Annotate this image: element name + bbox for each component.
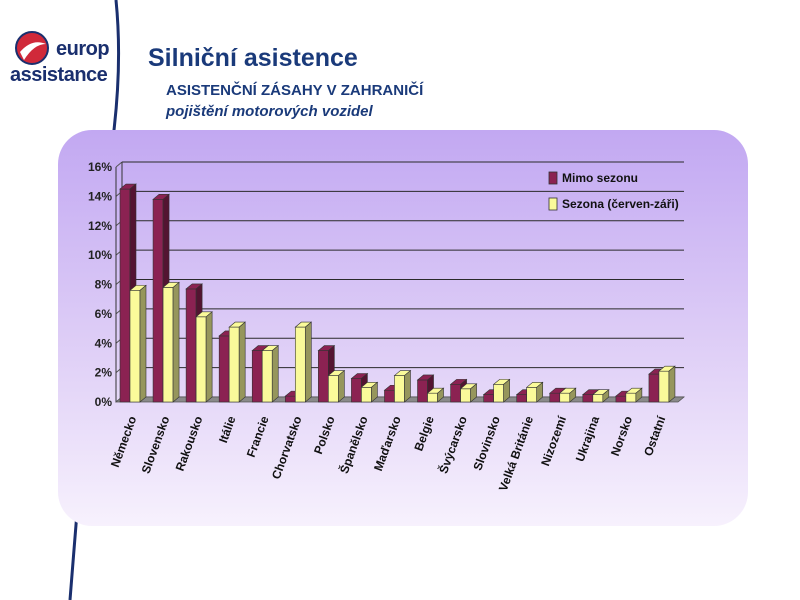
bar xyxy=(384,389,395,403)
bar-side xyxy=(172,281,180,403)
bar xyxy=(417,379,428,403)
bar xyxy=(648,373,660,403)
bar-side xyxy=(668,365,676,403)
bar-side xyxy=(271,344,279,403)
x-tick-label: Španělsko xyxy=(336,414,371,476)
bar-side xyxy=(602,389,610,403)
legend-label: Mimo sezonu xyxy=(562,171,638,185)
bar xyxy=(251,350,263,403)
bar-side xyxy=(404,369,411,403)
bar xyxy=(427,392,438,403)
bar-side xyxy=(338,369,345,403)
bar xyxy=(549,392,561,403)
bar-side xyxy=(503,378,510,403)
bar-side xyxy=(304,321,312,403)
y-tick-label: 2% xyxy=(95,366,113,380)
bar-side xyxy=(470,383,477,403)
x-tick-label: Slovensko xyxy=(139,414,173,475)
y-tick-label: 12% xyxy=(88,219,112,233)
bar-side xyxy=(238,321,246,403)
y-tick-label: 4% xyxy=(95,336,113,350)
bar xyxy=(361,387,372,403)
bar-side xyxy=(437,387,444,403)
bar xyxy=(284,395,296,403)
bar-chart: 0% 2% 4% 6% 8% 10% 12% 14% 16% Německo Slovensko Ra… xyxy=(88,160,686,493)
bar-side xyxy=(139,284,147,403)
legend-swatch xyxy=(548,197,558,211)
page-subtitle: ASISTENČNÍ ZÁSAHY V ZAHRANIČÍ xyxy=(166,82,424,99)
bar-side xyxy=(205,311,213,403)
legend-label: Sezona (červen-záři) xyxy=(562,197,679,211)
bar xyxy=(483,394,494,403)
bar xyxy=(516,394,528,403)
x-tick-label: Velká Británie xyxy=(496,414,536,493)
x-tick-label: Chorvatsko xyxy=(269,414,305,481)
bar xyxy=(119,188,131,403)
bar xyxy=(615,395,627,403)
y-tick-label: 6% xyxy=(95,307,113,321)
bar xyxy=(129,290,141,403)
logo-text-assistance: assistance xyxy=(10,64,108,86)
bar xyxy=(195,316,207,403)
bar xyxy=(294,326,306,403)
y-tick-label: 16% xyxy=(88,160,112,174)
y-tick-label: 0% xyxy=(95,395,113,409)
y-tick-label: 8% xyxy=(95,278,113,292)
x-tick-label: Rakousko xyxy=(173,414,206,473)
bar xyxy=(218,335,230,403)
bar-side xyxy=(536,381,544,403)
bar-side xyxy=(569,387,577,403)
bar xyxy=(162,287,174,403)
bar xyxy=(185,288,197,403)
bar xyxy=(658,370,670,403)
logo-mark-icon xyxy=(15,31,49,65)
x-tick-label: Ukrajina xyxy=(573,414,602,464)
y-tick-label: 14% xyxy=(88,189,112,203)
x-tick-label: Maďarsko xyxy=(371,414,404,473)
bar-side xyxy=(635,387,643,403)
bar xyxy=(228,326,240,403)
bar xyxy=(582,394,594,403)
x-tick-label: Švýcarsko xyxy=(435,414,470,476)
x-tick-label: Itálie xyxy=(216,414,239,445)
legend-swatch xyxy=(548,171,558,185)
bar xyxy=(152,199,164,403)
gridline-depth xyxy=(115,161,123,168)
bar xyxy=(450,384,461,403)
bar xyxy=(351,378,362,403)
x-tick-label: Ostatní xyxy=(641,414,669,458)
page-subtitle-secondary: pojištění motorových vozidel xyxy=(166,103,373,120)
x-tick-label: Francie xyxy=(244,414,272,459)
bar xyxy=(394,375,405,403)
page-title: Silniční asistence xyxy=(148,44,358,72)
x-tick-label: Norsko xyxy=(608,414,635,458)
bar xyxy=(559,392,571,403)
bar xyxy=(493,384,504,403)
bar xyxy=(592,394,604,403)
bar xyxy=(318,350,329,403)
x-tick-label: Slovinsko xyxy=(470,414,503,472)
bar-side xyxy=(371,381,378,403)
bar xyxy=(328,375,339,403)
bar xyxy=(625,392,637,403)
bar xyxy=(526,387,538,403)
bar xyxy=(261,350,273,403)
x-tick-label: Polsko xyxy=(311,414,338,456)
y-tick-label: 10% xyxy=(88,248,112,262)
logo-text-europ: europ xyxy=(56,38,110,60)
x-tick-label: Německo xyxy=(108,414,139,469)
bar xyxy=(460,388,471,403)
europ-assistance-logo: europ assistance xyxy=(8,28,112,90)
x-tick-label: Belgie xyxy=(411,414,437,453)
x-tick-label: Nizozemí xyxy=(538,414,569,468)
